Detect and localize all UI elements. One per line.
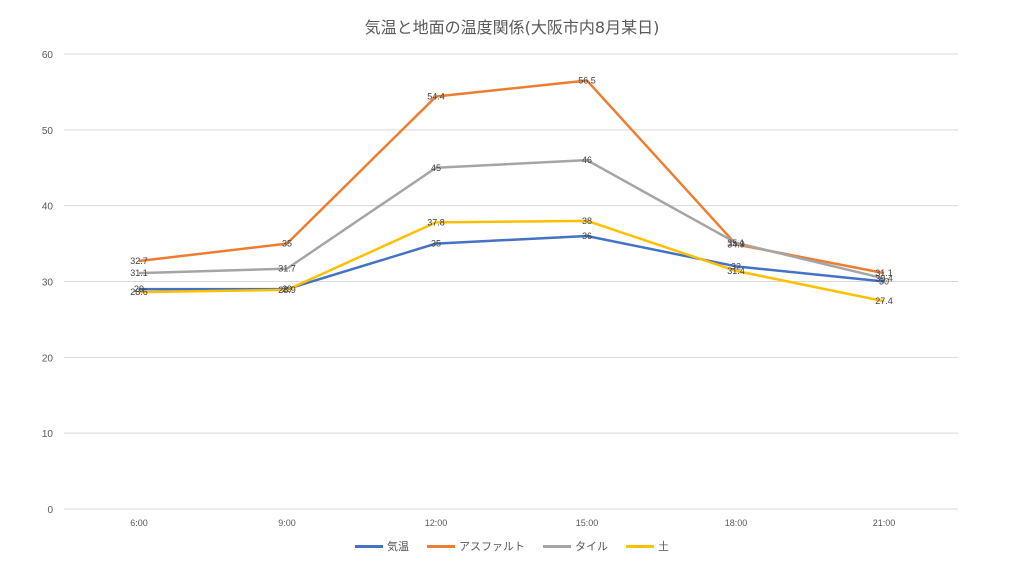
chart-legend: 気温 アスファルト タイル 土: [0, 538, 1024, 554]
y-tick-label: 40: [42, 202, 54, 213]
data-label: 31.1: [130, 268, 148, 278]
data-label: 30.4: [875, 273, 893, 283]
data-label: 45: [431, 163, 441, 173]
x-tick-label: 12:00: [425, 518, 448, 528]
series-line: [138, 158, 885, 280]
legend-label: 土: [658, 540, 669, 553]
data-label: 29: [282, 284, 292, 294]
x-tick-label: 21:00: [873, 518, 896, 528]
legend-label: 気温: [387, 540, 409, 553]
data-label: 35: [431, 239, 441, 249]
data-label: 35: [282, 239, 292, 249]
y-tick-label: 20: [42, 353, 54, 364]
data-label: 31.1: [875, 268, 893, 278]
legend-item: 土: [626, 538, 669, 554]
x-tick-label: 18:00: [725, 518, 748, 528]
data-label: 38: [582, 216, 592, 226]
x-tick-label: 15:00: [576, 518, 599, 528]
data-label: 37.8: [427, 217, 445, 227]
data-label: 31.7: [278, 264, 296, 274]
data-label: 29: [134, 284, 144, 294]
y-tick-label: 10: [42, 429, 54, 440]
legend-item: 気温: [355, 538, 409, 554]
legend-label: アスファルト: [459, 540, 525, 553]
data-label: 34.9: [727, 239, 745, 249]
y-tick-label: 30: [42, 278, 54, 289]
x-tick-label: 6:00: [130, 518, 148, 528]
legend-label: タイル: [575, 540, 608, 553]
data-label: 32: [731, 261, 741, 271]
legend-item: アスファルト: [427, 538, 525, 554]
data-label: 46: [582, 155, 592, 165]
legend-swatch-icon: [543, 544, 571, 548]
data-label: 54.4: [427, 91, 445, 101]
data-label: 30: [879, 277, 889, 287]
data-label: 31.4: [727, 266, 745, 276]
data-label: 28.6: [130, 287, 148, 297]
y-tick-label: 50: [42, 126, 54, 137]
series-line: [138, 79, 885, 275]
series-line: [138, 219, 885, 303]
y-tick-label: 0: [47, 505, 53, 516]
data-label: 27.4: [875, 296, 893, 306]
data-label: 35.1: [727, 238, 745, 248]
data-label: 56.5: [578, 76, 596, 86]
data-label: 28.9: [278, 285, 296, 295]
data-label: 32.7: [130, 256, 148, 266]
chart-title: 気温と地面の温度関係(大阪市内8月某日): [364, 18, 660, 37]
legend-swatch-icon: [427, 544, 455, 548]
legend-swatch-icon: [355, 544, 383, 548]
y-tick-label: 60: [42, 50, 54, 61]
legend-item: タイル: [543, 538, 608, 554]
x-tick-label: 9:00: [278, 518, 296, 528]
data-label: 36: [582, 231, 592, 241]
legend-swatch-icon: [626, 544, 654, 548]
